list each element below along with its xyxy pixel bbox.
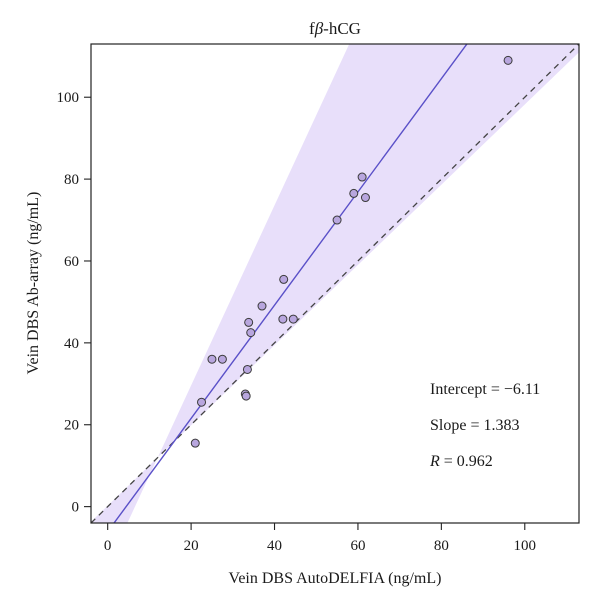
data-point bbox=[360, 193, 370, 203]
chart-title: fβ-hCG bbox=[309, 19, 361, 38]
data-point bbox=[278, 314, 288, 324]
y-tick-label: 20 bbox=[64, 418, 79, 434]
y-tick-label: 0 bbox=[72, 500, 80, 516]
x-tick-label: 20 bbox=[184, 538, 199, 554]
data-point bbox=[349, 188, 359, 198]
x-axis-title: Vein DBS AutoDELFIA (ng/mL) bbox=[229, 570, 442, 587]
data-point bbox=[503, 55, 513, 65]
data-point bbox=[246, 328, 256, 338]
data-points bbox=[190, 55, 513, 448]
data-point bbox=[242, 364, 252, 374]
x-tick-label: 100 bbox=[514, 538, 537, 554]
data-point bbox=[217, 354, 227, 364]
data-point bbox=[244, 317, 254, 327]
intercept-annotation: Intercept = −6.11 bbox=[430, 381, 540, 398]
data-point bbox=[197, 397, 207, 407]
data-point bbox=[257, 301, 267, 311]
data-point bbox=[357, 172, 367, 182]
x-tick-label: 60 bbox=[350, 538, 365, 554]
y-axis-ticks: 0 20 40 60 80 100 bbox=[57, 90, 91, 516]
x-axis-ticks: 0 20 40 60 80 100 bbox=[104, 523, 536, 554]
data-point bbox=[279, 274, 289, 284]
r-annotation: R = 0.962 bbox=[429, 453, 493, 470]
x-tick-label: 0 bbox=[104, 538, 112, 554]
y-tick-label: 100 bbox=[57, 90, 80, 106]
x-tick-label: 40 bbox=[267, 538, 282, 554]
x-tick-label: 80 bbox=[434, 538, 449, 554]
y-tick-label: 60 bbox=[64, 254, 79, 270]
confidence-band bbox=[91, 44, 579, 523]
data-point bbox=[190, 438, 200, 448]
plot-frame bbox=[90, 43, 580, 524]
data-point bbox=[207, 354, 217, 364]
slope-annotation: Slope = 1.383 bbox=[430, 417, 519, 434]
band-area bbox=[91, 44, 579, 523]
y-tick-label: 40 bbox=[64, 336, 79, 352]
y-tick-label: 80 bbox=[64, 172, 79, 188]
data-point bbox=[241, 391, 251, 401]
y-axis-title: Vein DBS Ab-array (ng/mL) bbox=[25, 192, 42, 375]
data-point bbox=[332, 215, 342, 225]
data-point bbox=[288, 314, 298, 324]
